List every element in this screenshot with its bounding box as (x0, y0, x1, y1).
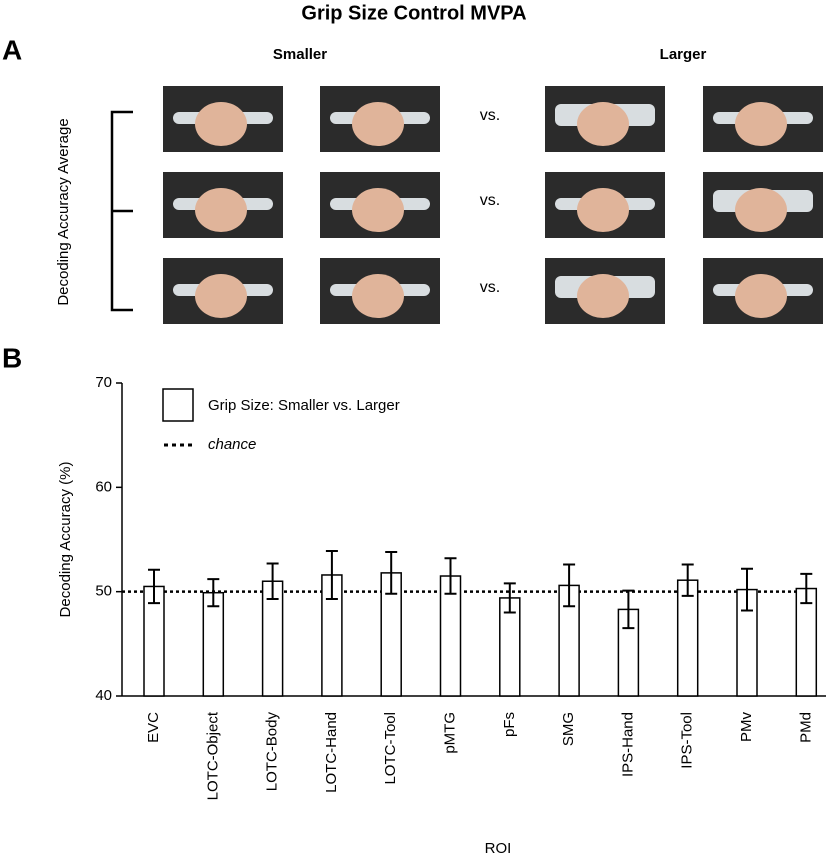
hand (735, 274, 787, 318)
y-tick-label: 60 (95, 478, 112, 495)
bar (795, 587, 818, 697)
x-tick-label: LOTC-Body (264, 712, 281, 792)
legend-label: Grip Size: Smaller vs. Larger (208, 397, 400, 414)
bracket (110, 110, 133, 312)
bar (202, 591, 225, 697)
x-tick-label: SMG (560, 712, 577, 746)
x-tick-label: LOTC-Object (204, 711, 221, 800)
error-bar (148, 568, 160, 605)
y-tick-label: 70 (95, 374, 112, 391)
error-bar (563, 563, 576, 608)
bracket-label: Decoding Accuracy Average (55, 118, 72, 305)
error-bar (800, 572, 813, 605)
panel-label: A (2, 34, 22, 65)
x-tick-label: PMd (797, 712, 814, 743)
hand (195, 188, 247, 232)
x-tick-label: pMTG (441, 712, 458, 754)
hand (195, 274, 247, 318)
y-tick-label: 40 (95, 687, 112, 704)
hand (577, 274, 629, 318)
y-tick-label: 50 (95, 583, 112, 600)
legend-swatch (162, 388, 194, 422)
error-bar (681, 563, 694, 597)
vs-label: vs. (480, 107, 500, 124)
error-bar (325, 549, 338, 600)
error-bar (444, 557, 457, 595)
error-bar (266, 562, 279, 600)
vs-label: vs. (480, 279, 500, 296)
photo-grid (163, 86, 823, 324)
hand (352, 188, 404, 232)
error-bar (503, 582, 516, 614)
x-tick-label: pFs (501, 712, 518, 737)
hand (735, 188, 787, 232)
error-bar (207, 578, 220, 608)
hand (577, 102, 629, 146)
x-tick-label: LOTC-Hand (323, 712, 340, 793)
bar (676, 579, 699, 697)
x-tick-label: LOTC-Tool (382, 712, 399, 785)
panel-label: B (2, 342, 22, 373)
hand (352, 274, 404, 318)
column-label: Larger (660, 46, 707, 63)
error-bar (622, 589, 635, 630)
legend-label: chance (208, 436, 256, 453)
error-bar (741, 567, 753, 612)
x-tick-label: EVC (145, 712, 162, 743)
figure-title: Grip Size Control MVPA (301, 2, 526, 24)
column-label: Smaller (273, 46, 327, 63)
x-tick-label: PMv (738, 712, 755, 743)
error-bar (385, 551, 398, 595)
hand (577, 188, 629, 232)
hand (352, 102, 404, 146)
hand (735, 102, 787, 146)
y-axis-label: Decoding Accuracy (%) (57, 462, 74, 618)
hand (195, 102, 247, 146)
x-tick-label: IPS-Hand (619, 712, 636, 777)
x-axis-label: ROI (485, 840, 512, 857)
vs-label: vs. (480, 192, 500, 209)
x-tick-label: IPS-Tool (679, 712, 696, 769)
